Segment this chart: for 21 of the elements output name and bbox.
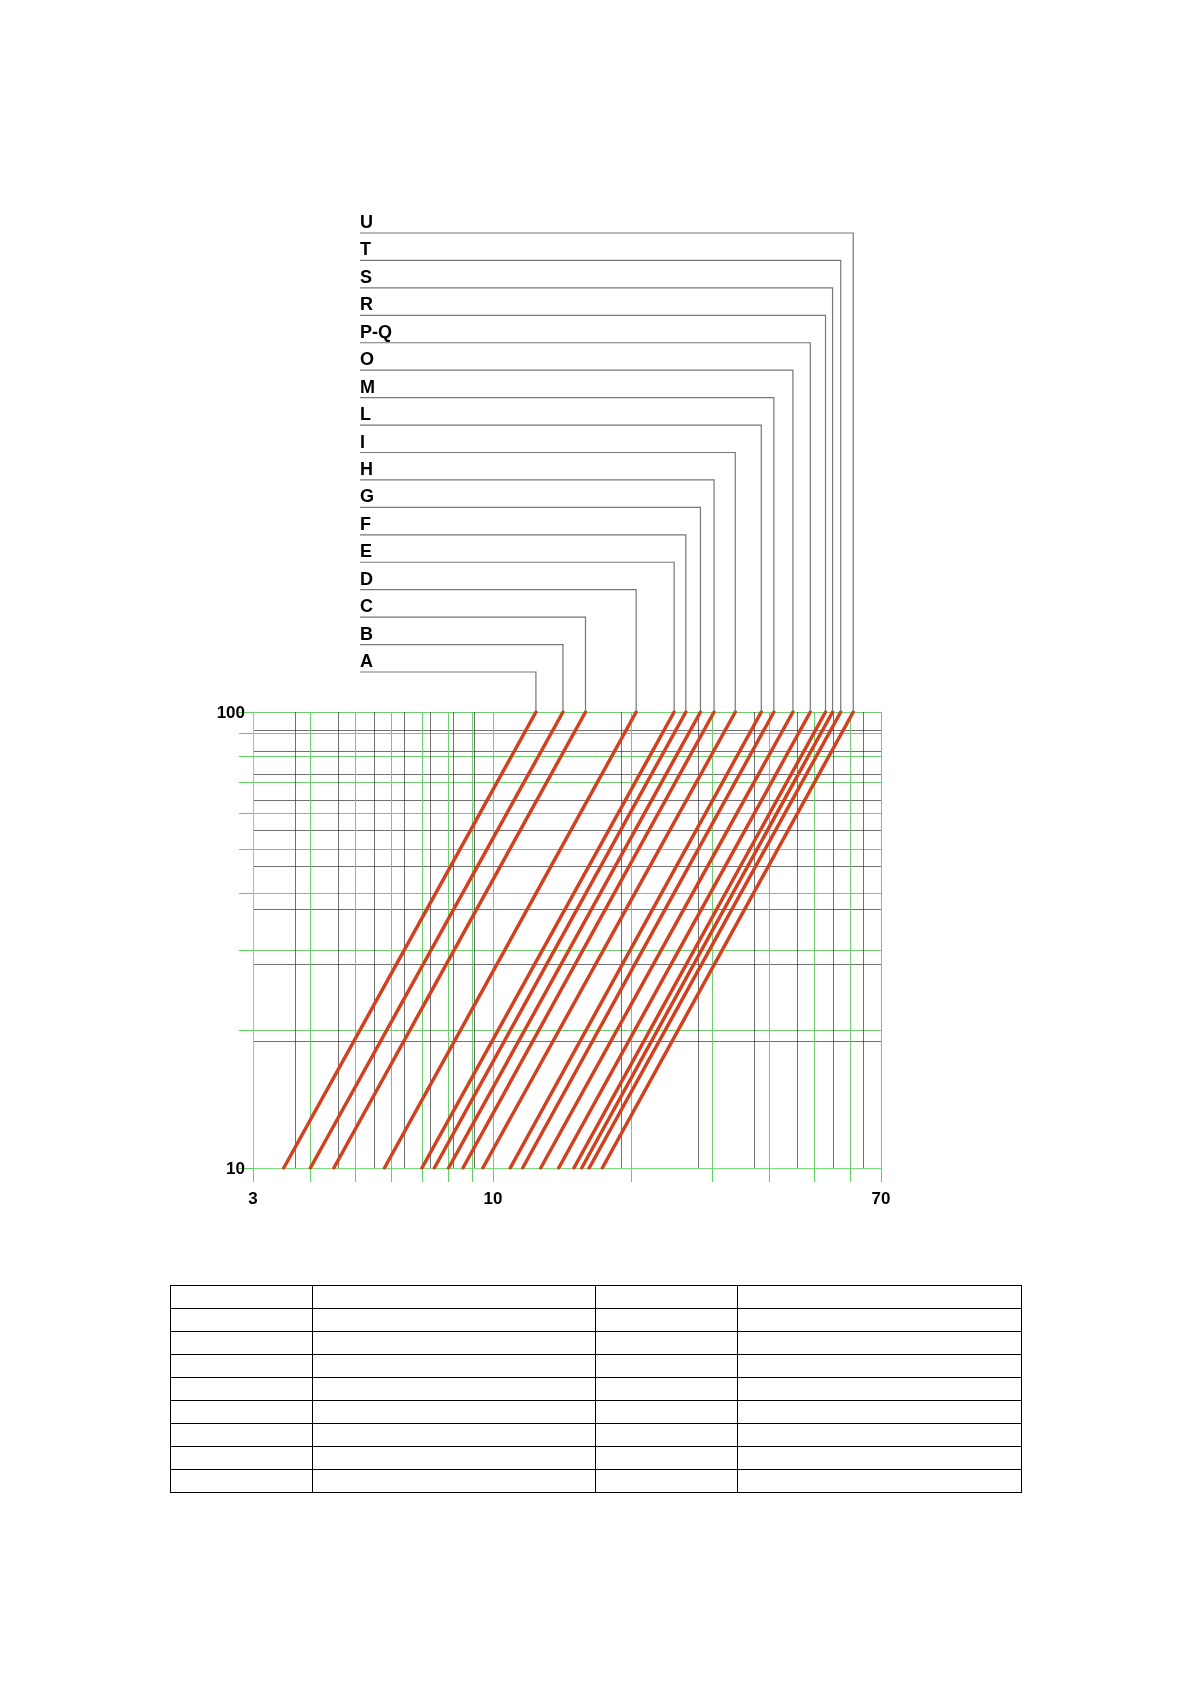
text: G	[360, 486, 375, 507]
text: F	[360, 513, 371, 534]
text: U	[360, 212, 373, 232]
x-tick-label: 3	[248, 1189, 258, 1208]
text: R	[360, 294, 373, 315]
y-tick-label: 100	[216, 702, 245, 722]
text: P-Q	[360, 321, 393, 342]
text: T	[360, 239, 371, 260]
text: O	[360, 349, 375, 370]
text: S	[360, 266, 373, 287]
x-tick-label: 70	[871, 1189, 891, 1208]
x-tick-label: 10	[483, 1189, 503, 1208]
text: I	[360, 431, 366, 452]
text: L	[360, 404, 371, 425]
text: C	[360, 596, 373, 617]
text: H	[360, 458, 373, 479]
text: D	[360, 568, 373, 589]
text: A	[360, 651, 373, 671]
text: E	[360, 541, 373, 562]
text: M	[360, 376, 375, 397]
text: B	[360, 623, 373, 644]
